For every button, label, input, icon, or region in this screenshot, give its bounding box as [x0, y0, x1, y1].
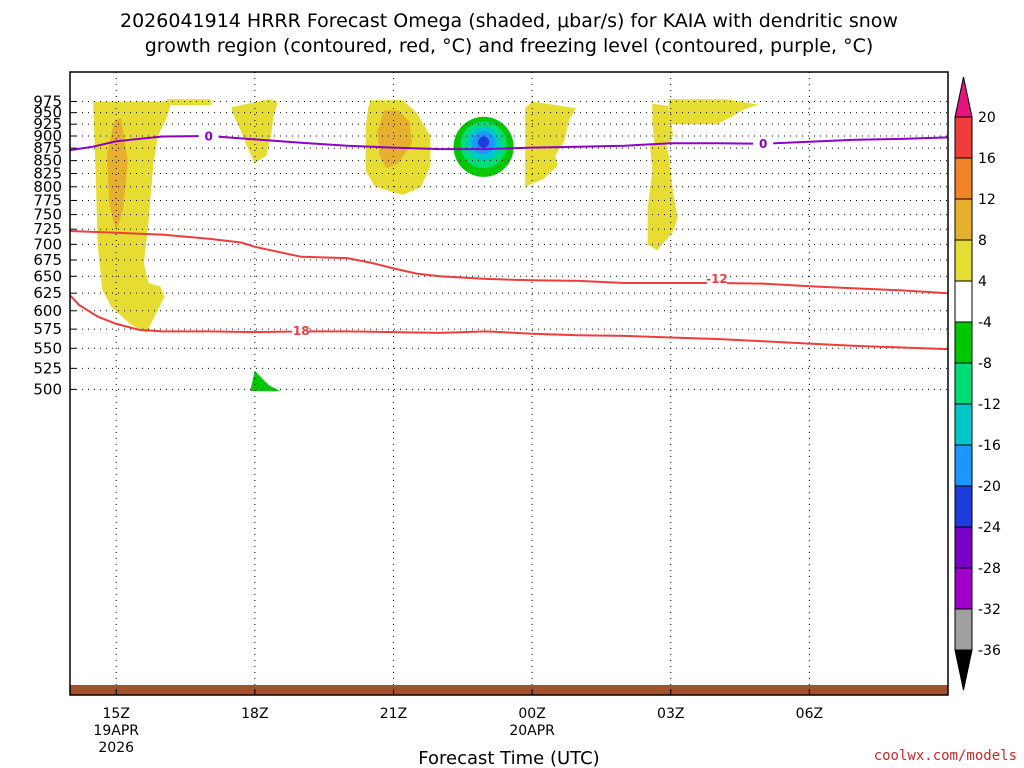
colorbar-label-20: 20	[978, 110, 996, 126]
y-tick-label-800: 800	[33, 178, 62, 196]
omega-region-4-7	[525, 101, 576, 187]
omega-region-4-8	[647, 144, 678, 251]
y-tick-label-575: 575	[33, 320, 62, 338]
colorbar-label--24: -24	[978, 520, 1001, 536]
contour-label-0-3: 0	[759, 137, 767, 151]
x-tick-year-15Z: 2026	[98, 740, 134, 756]
colorbar-band--16	[954, 444, 973, 487]
plot-inner: -18 -12 0 0	[70, 72, 948, 695]
x-tick-label-15Z: 15Z	[103, 706, 130, 722]
colorbar-band--4	[954, 321, 973, 364]
colorbar-label-8: 8	[978, 233, 987, 249]
plot-area: -18 -12 0 0 500 525 55057560062565067570072575…	[33, 71, 949, 756]
contour-label-0-2: 0	[204, 129, 212, 143]
x-tick-label-21Z: 21Z	[380, 706, 407, 722]
colorbar-label-12: 12	[978, 192, 996, 208]
colorbar-label--4: -4	[978, 315, 992, 331]
omega-region-8-1	[107, 117, 128, 233]
contour-line--12-1	[70, 230, 948, 295]
y-tick-label-550: 550	[33, 339, 62, 357]
contour-label--12-1: -12	[706, 272, 728, 286]
x-tick-label-00Z: 00Z	[518, 706, 545, 722]
omega-region-8-6	[377, 110, 412, 169]
y-tick-label-775: 775	[33, 191, 62, 209]
contour-label-bg-3	[753, 136, 774, 151]
contour-label-bg-0	[288, 323, 309, 338]
omega-region-4-9	[652, 103, 673, 145]
credit-text: coolwx.com/models	[874, 748, 1017, 764]
x-tick-label-03Z: 03Z	[657, 706, 684, 722]
y-tick-label-500: 500	[33, 380, 62, 398]
omega-min-ring--20	[478, 136, 490, 148]
y-tick-label-650: 650	[33, 267, 62, 285]
colorbar-label--36: -36	[978, 643, 1001, 659]
colorbar-bottom-triangle	[954, 649, 973, 691]
colorbar-band-12	[954, 198, 973, 241]
chart-title-line-2: growth region (contoured, red, °C) and f…	[145, 35, 874, 57]
omega-region--4-4	[250, 370, 281, 392]
x-tick-label-06Z: 06Z	[796, 706, 823, 722]
contour-line-0-2	[70, 134, 948, 152]
colorbar-band--8	[954, 362, 973, 405]
colorbar-label-16: 16	[978, 151, 996, 167]
colorbar-band-4	[954, 280, 973, 323]
y-tick-label-700: 700	[33, 235, 62, 253]
plot-frame	[69, 71, 949, 696]
colorbar-band--24	[954, 526, 973, 569]
y-tick-label-850: 850	[33, 152, 62, 170]
contour-label-bg-1	[706, 271, 727, 286]
x-axis-label: Forecast Time (UTC)	[418, 748, 599, 768]
y-tick-label-950: 950	[33, 104, 62, 122]
x-tick-date-00Z: 20APR	[509, 723, 555, 739]
colorbar-label--32: -32	[978, 602, 1001, 618]
colorbar-band-8	[954, 239, 973, 282]
colorbar: 20 16 12 8 4 -4 -8 -12 -16 -20 -24 -28 -32 -36	[954, 76, 1001, 691]
colorbar-top-triangle	[954, 76, 973, 118]
y-tick-label-925: 925	[33, 115, 62, 133]
y-tick-label-975: 975	[33, 92, 62, 110]
colorbar-label--12: -12	[978, 397, 1001, 413]
colorbar-band--28	[954, 567, 973, 610]
y-tick-label-625: 625	[33, 284, 62, 302]
y-tick-label-900: 900	[33, 127, 62, 145]
y-tick-label-875: 875	[33, 139, 62, 157]
x-tick-label-18Z: 18Z	[241, 706, 268, 722]
y-tick-label-725: 725	[33, 220, 62, 238]
contour-label-bg-2	[198, 128, 219, 143]
colorbar-label--16: -16	[978, 438, 1001, 454]
colorbar-label--20: -20	[978, 479, 1001, 495]
y-tick-label-525: 525	[33, 359, 62, 377]
omega-region-4-10	[668, 99, 759, 125]
omega-region-4-2	[167, 99, 211, 105]
colorbar-band--12	[954, 403, 973, 446]
colorbar-band-16	[954, 157, 973, 200]
y-tick-label-825: 825	[33, 164, 62, 182]
colorbar-label-4: 4	[978, 274, 987, 290]
colorbar-band--32	[954, 608, 973, 651]
y-tick-label-675: 675	[33, 251, 62, 269]
x-tick-date-15Z: 19APR	[93, 723, 139, 739]
contour-label--18-0: -18	[288, 324, 310, 338]
omega-region-4-3	[231, 99, 278, 164]
y-tick-label-750: 750	[33, 206, 62, 224]
plot-background	[70, 72, 948, 695]
colorbar-band-20	[954, 116, 973, 159]
colorbar-band--20	[954, 485, 973, 528]
y-tick-label-600: 600	[33, 302, 62, 320]
ground-strip	[70, 685, 948, 695]
colorbar-label--28: -28	[978, 561, 1001, 577]
contour-line--18-0	[70, 294, 948, 351]
chart-title-line-1: 2026041914 HRRR Forecast Omega (shaded, …	[120, 10, 898, 32]
colorbar-label--8: -8	[978, 356, 992, 372]
